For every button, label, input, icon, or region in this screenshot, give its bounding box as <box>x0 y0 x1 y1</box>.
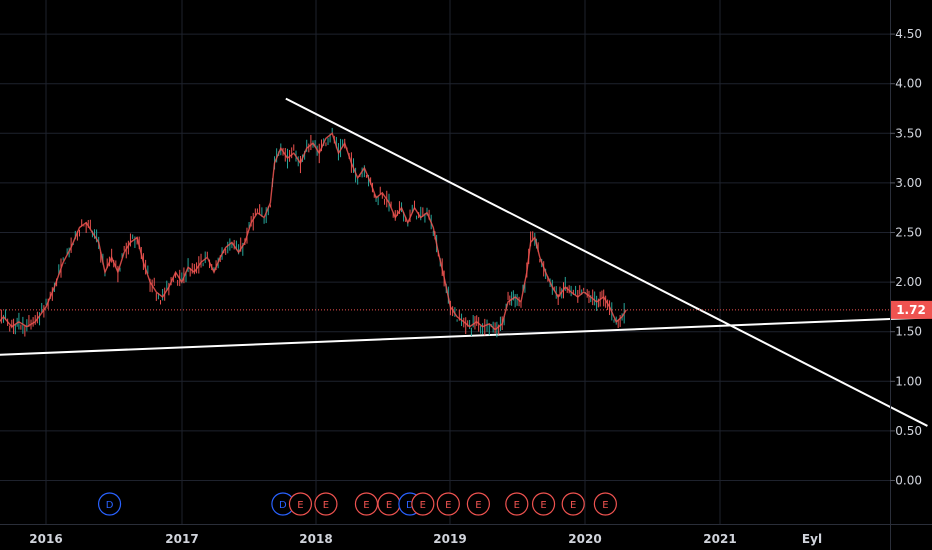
event-circle <box>466 492 490 516</box>
y-tick-label: 4.00 <box>895 77 922 91</box>
x-tick-label: 2016 <box>29 532 62 546</box>
event-label: E <box>445 500 451 511</box>
y-tick-label: 1.50 <box>895 325 922 339</box>
event-circle <box>561 492 585 516</box>
event-label: E <box>363 500 369 511</box>
earnings-marker[interactable]: E <box>466 492 490 516</box>
event-label: E <box>386 500 392 511</box>
event-circle <box>411 492 435 516</box>
event-circle <box>505 492 529 516</box>
earnings-marker[interactable]: E <box>505 492 529 516</box>
earnings-marker[interactable]: E <box>377 492 401 516</box>
event-circle <box>97 492 122 516</box>
x-tick-label: 2018 <box>299 532 332 546</box>
event-label: E <box>420 500 426 511</box>
earnings-marker[interactable]: E <box>593 492 617 516</box>
last-price-box <box>891 300 932 319</box>
earnings-marker[interactable]: E <box>411 492 435 516</box>
event-circle <box>314 492 338 516</box>
last-price-text: 1.72 <box>896 303 926 317</box>
x-tick-label: 2017 <box>165 532 198 546</box>
x-axis[interactable]: 2016 2017 2018 2019 2020 2021 Eyl <box>29 532 822 546</box>
y-tick-label: 3.00 <box>895 176 922 190</box>
last-price-label: 1.72 <box>891 300 932 319</box>
event-label: E <box>323 500 329 511</box>
event-label: E <box>475 500 481 511</box>
event-circle <box>593 492 617 516</box>
trendline-support[interactable] <box>0 316 932 357</box>
y-tick-label: 2.50 <box>895 226 922 240</box>
event-label: D <box>279 500 287 511</box>
event-circle <box>531 492 556 516</box>
earnings-marker[interactable]: E <box>561 492 585 516</box>
y-axis[interactable]: 0.00 0.50 1.00 1.50 2.00 2.50 3.00 3.50 4.00 4.50 <box>890 27 922 488</box>
event-label: E <box>602 500 608 511</box>
trendline-resistance[interactable] <box>285 97 928 427</box>
price-series <box>0 127 627 338</box>
event-label: E <box>540 500 546 511</box>
earnings-marker[interactable]: E <box>314 492 338 516</box>
x-tick-label: Eyl <box>802 532 822 546</box>
y-tick-label: 3.50 <box>895 126 922 140</box>
event-label: D <box>406 500 414 511</box>
y-tick-label: 2.00 <box>895 275 922 289</box>
earnings-marker[interactable]: E <box>531 492 556 516</box>
event-circle <box>436 492 460 516</box>
event-label: E <box>514 500 520 511</box>
x-tick-label: 2021 <box>703 532 736 546</box>
event-label: E <box>570 500 576 511</box>
earnings-marker[interactable]: E <box>288 492 313 516</box>
x-tick-label: 2019 <box>433 532 466 546</box>
y-tick-label: 0.50 <box>895 424 922 438</box>
y-tick-label: 4.50 <box>895 27 922 41</box>
y-tick-label: 1.00 <box>895 374 922 388</box>
earnings-marker[interactable]: E <box>436 492 460 516</box>
earnings-marker[interactable]: E <box>354 492 379 516</box>
price-line <box>0 132 627 331</box>
y-tick-label: 0.00 <box>895 474 922 488</box>
trendlines <box>0 97 932 427</box>
event-label: E <box>297 500 303 511</box>
x-tick-label: 2020 <box>568 532 601 546</box>
dividend-marker[interactable]: D <box>97 492 122 516</box>
event-label: D <box>106 500 114 511</box>
event-circle <box>288 492 313 516</box>
